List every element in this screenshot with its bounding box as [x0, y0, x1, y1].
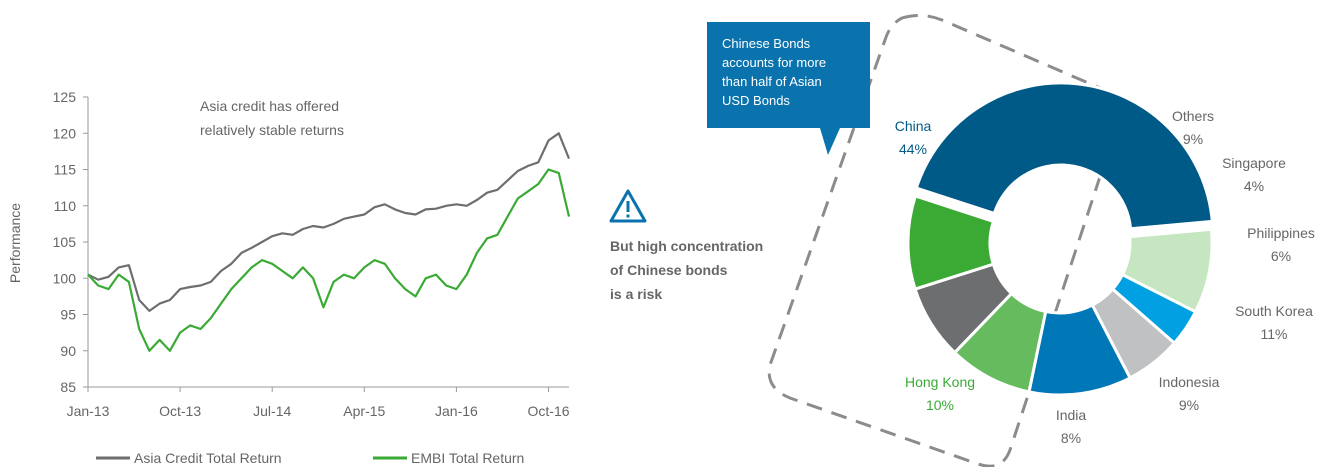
slice-label-south-korea: South Korea [1235, 303, 1313, 319]
callout-text: Chinese Bonds accounts for more than hal… [722, 36, 830, 108]
china-dashed-outline [767, 13, 1121, 468]
legend-label-asia-credit: Asia Credit Total Return [134, 450, 282, 466]
warning-triangle-icon [609, 189, 647, 223]
callout-box: Chinese Bonds accounts for more than hal… [707, 22, 872, 155]
slice-value-south-korea: 11% [1261, 326, 1288, 342]
line-chart-axes: 85 90 95 100 105 110 115 120 125 Jan-13 Oct-13 Jul-… [53, 89, 570, 419]
slice-label-india: India [1056, 407, 1087, 423]
y-tick-label: 95 [60, 307, 76, 323]
line-chart-annotation: Asia credit has offered relatively stabl… [200, 98, 344, 138]
warning-line-3: is a risk [610, 286, 662, 302]
legend-label-embi: EMBI Total Return [411, 450, 524, 466]
callout-line-2: accounts for more [722, 55, 826, 70]
donut-slice-china [914, 81, 1214, 231]
slice-label-china: China [895, 118, 932, 134]
callout-line-4: USD Bonds [722, 93, 790, 108]
annotation-line-2: relatively stable returns [200, 122, 344, 138]
warning-line-1: But high concentration [610, 238, 763, 254]
warning-text: But high concentration of Chinese bonds … [610, 238, 767, 302]
warning-line-2: of Chinese bonds [610, 262, 728, 278]
callout-line-3: than half of Asian [722, 74, 822, 89]
y-tick-label: 110 [54, 198, 77, 214]
slice-label-others: Others [1172, 108, 1214, 124]
x-tick-label: Oct-16 [528, 403, 570, 419]
y-tick-label: 125 [53, 89, 77, 105]
slice-value-china: 44% [899, 141, 927, 157]
y-tick-label: 90 [60, 343, 76, 359]
slice-label-singapore: Singapore [1222, 155, 1286, 171]
x-tick-label: Jan-16 [435, 403, 478, 419]
line-chart-legend: Asia Credit Total Return EMBI Total Retur… [96, 450, 524, 466]
donut-slice-hong-kong [906, 194, 996, 291]
series-line-asia-credit [87, 132, 571, 312]
y-tick-label: 85 [60, 379, 76, 395]
slice-value-india: 8% [1061, 430, 1081, 446]
annotation-line-1: Asia credit has offered [200, 98, 339, 114]
line-chart: Performance 85 90 95 100 105 110 115 120 125 Jan-… [7, 89, 571, 466]
donut-slices [906, 81, 1214, 397]
slice-value-hong-kong: 10% [926, 397, 954, 413]
callout-line-1: Chinese Bonds [722, 36, 811, 51]
slice-value-others: 9% [1183, 131, 1203, 147]
y-tick-label: 115 [54, 162, 77, 178]
line-chart-series [87, 132, 571, 352]
slice-label-indonesia: Indonesia [1159, 374, 1220, 390]
x-tick-label: Jan-13 [67, 403, 110, 419]
x-tick-label: Oct-13 [159, 403, 201, 419]
slice-value-philippines: 6% [1271, 248, 1291, 264]
donut-labels: China 44% Others 9% Singapore 4% Philippines 6%… [895, 108, 1315, 446]
x-tick-label: Apr-15 [343, 403, 385, 419]
donut-chart: China 44% Others 9% Singapore 4% Philippines 6%… [707, 13, 1315, 468]
y-tick-label: 100 [53, 270, 77, 286]
y-tick-label: 120 [53, 125, 77, 141]
slice-value-singapore: 4% [1244, 178, 1264, 194]
slice-label-hong-kong: Hong Kong [905, 374, 975, 390]
warning-block: But high concentration of Chinese bonds … [609, 189, 767, 302]
y-axis-label: Performance [7, 203, 23, 283]
x-tick-label: Jul-14 [253, 403, 291, 419]
y-tick-label: 105 [53, 234, 77, 250]
series-line-embi [87, 168, 571, 352]
slice-label-philippines: Philippines [1247, 225, 1315, 241]
slice-value-indonesia: 9% [1179, 397, 1199, 413]
